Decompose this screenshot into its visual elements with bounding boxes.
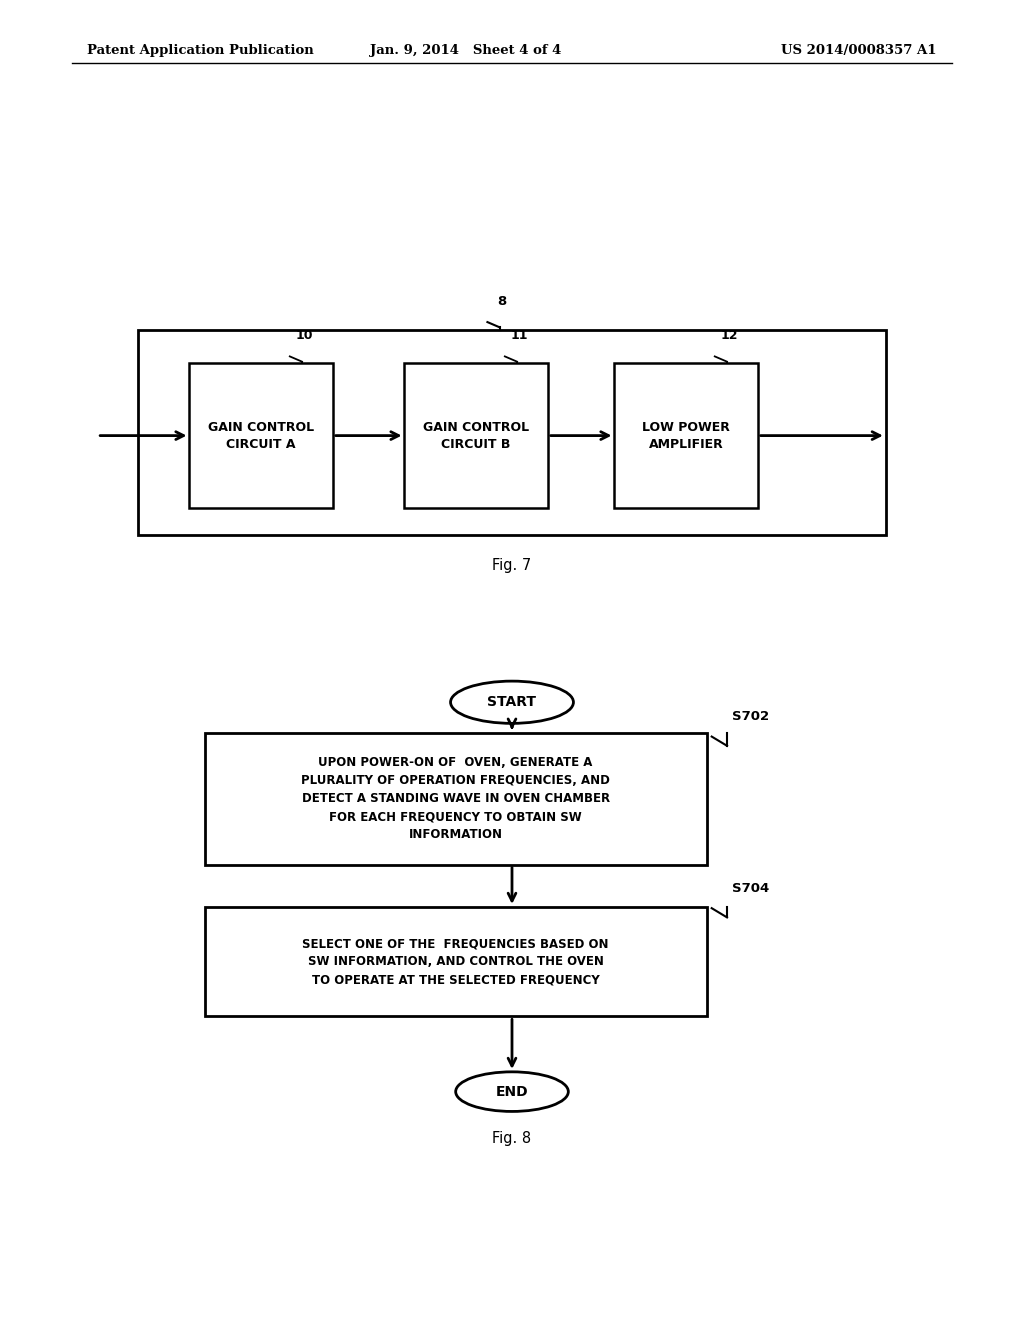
Text: GAIN CONTROL
CIRCUIT B: GAIN CONTROL CIRCUIT B	[423, 421, 529, 450]
Text: LOW POWER
AMPLIFIER: LOW POWER AMPLIFIER	[642, 421, 730, 450]
Text: GAIN CONTROL
CIRCUIT A: GAIN CONTROL CIRCUIT A	[208, 421, 314, 450]
Text: Fig. 8: Fig. 8	[493, 1131, 531, 1146]
Text: 11: 11	[510, 329, 528, 342]
Text: Fig. 7: Fig. 7	[493, 558, 531, 573]
Text: S704: S704	[732, 882, 769, 895]
Text: S702: S702	[732, 710, 769, 723]
Text: END: END	[496, 1085, 528, 1098]
Text: US 2014/0008357 A1: US 2014/0008357 A1	[781, 44, 937, 57]
Ellipse shape	[451, 681, 573, 723]
Text: START: START	[487, 696, 537, 709]
Text: UPON POWER-ON OF  OVEN, GENERATE A
PLURALITY OF OPERATION FREQUENCIES, AND
DETEC: UPON POWER-ON OF OVEN, GENERATE A PLURAL…	[301, 756, 610, 841]
Text: Patent Application Publication: Patent Application Publication	[87, 44, 313, 57]
Text: Jan. 9, 2014   Sheet 4 of 4: Jan. 9, 2014 Sheet 4 of 4	[371, 44, 561, 57]
Bar	[138, 330, 886, 535]
Text: SELECT ONE OF THE  FREQUENCIES BASED ON
SW INFORMATION, AND CONTROL THE OVEN
TO : SELECT ONE OF THE FREQUENCIES BASED ON S…	[302, 937, 609, 986]
Bar	[205, 733, 707, 865]
Bar	[189, 363, 333, 508]
Ellipse shape	[456, 1072, 568, 1111]
Bar	[205, 907, 707, 1016]
Text: 12: 12	[720, 329, 738, 342]
Bar	[404, 363, 548, 508]
Bar	[614, 363, 758, 508]
Text: 10: 10	[295, 329, 313, 342]
Text: 8: 8	[497, 294, 507, 308]
